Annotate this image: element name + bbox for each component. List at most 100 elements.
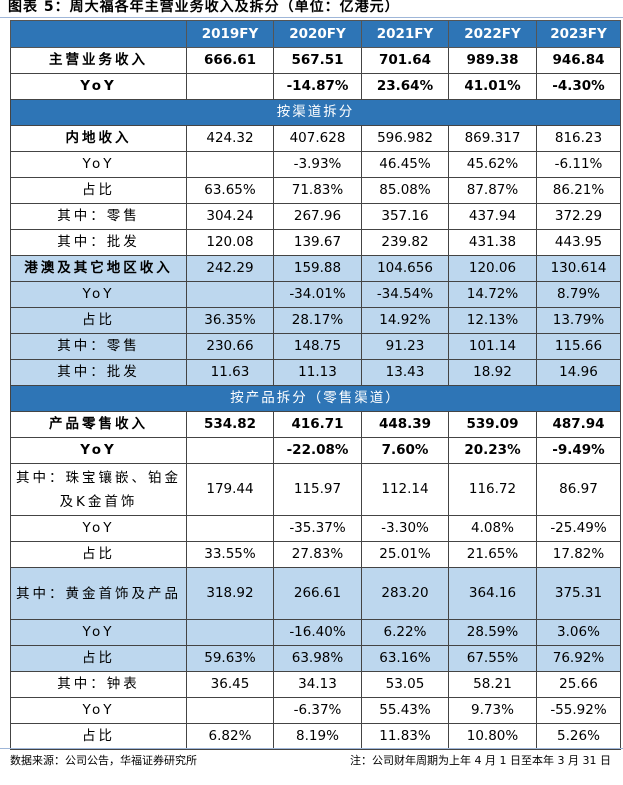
value-cell-2023fy: 17.82% [536,541,621,568]
table-row: YoY -14.87% 23.64% 41.01% -4.30% [10,73,621,100]
value-cell-2020fy: 8.19% [273,723,362,750]
value-cell-2022fy: 12.13% [448,307,537,334]
header-cell-2020fy: 2020FY [273,20,362,48]
value-cell-2019fy [186,437,274,464]
value-cell-2023fy: -6.11% [536,151,621,178]
value-cell-2022fy: 437.94 [448,203,537,230]
data-source: 数据来源：公司公告，华福证券研究所 [10,754,197,767]
value-cell-2021fy: 239.82 [361,229,449,256]
bottom-divider [0,748,623,749]
table-row: 其中：零售 304.24 267.96 357.16 437.94 372.29 [10,203,621,230]
value-cell-2019fy: 179.44 [186,463,274,516]
value-cell-2021fy: 6.22% [361,619,449,646]
table-row: 其中：钟表 36.45 34.13 53.05 58.21 25.66 [10,671,621,698]
value-cell-2019fy: 666.61 [186,47,274,74]
row-label: 其中：黄金首饰及产品 [10,567,187,620]
row-label: 占比 [10,177,187,204]
value-cell-2023fy: 115.66 [536,333,621,360]
value-cell-2021fy: -34.54% [361,281,449,308]
value-cell-2020fy: -14.87% [273,73,362,100]
value-cell-2019fy [186,281,274,308]
value-cell-2020fy: 27.83% [273,541,362,568]
value-cell-2020fy: 267.96 [273,203,362,230]
table-row: YoY -3.93% 46.45% 45.62% -6.11% [10,151,621,178]
value-cell-2019fy: 36.35% [186,307,274,334]
value-cell-2021fy: 14.92% [361,307,449,334]
value-cell-2022fy: 18.92 [448,359,537,386]
revenue-breakdown-table: 2019FY 2020FY 2021FY 2022FY 2023FY 主营业务收… [10,20,621,750]
value-cell-2020fy: -16.40% [273,619,362,646]
value-cell-2021fy: 63.16% [361,645,449,672]
value-cell-2021fy: 104.656 [361,255,449,282]
value-cell-2021fy: 25.01% [361,541,449,568]
value-cell-2021fy: 91.23 [361,333,449,360]
value-cell-2020fy: 567.51 [273,47,362,74]
value-cell-2023fy: -25.49% [536,515,621,542]
value-cell-2019fy: 304.24 [186,203,274,230]
row-label: YoY [10,437,187,464]
value-cell-2021fy: 46.45% [361,151,449,178]
table-row: 其中：批发 11.63 11.13 13.43 18.92 14.96 [10,359,621,386]
value-cell-2022fy: 41.01% [448,73,537,100]
value-cell-2020fy: 148.75 [273,333,362,360]
table-row: 其中：珠宝镶嵌、铂金及K金首饰 179.44 115.97 112.14 116.72 8… [10,463,621,516]
value-cell-2023fy: 816.23 [536,125,621,152]
value-cell-2019fy [186,515,274,542]
value-cell-2019fy: 424.32 [186,125,274,152]
value-cell-2020fy: 407.628 [273,125,362,152]
value-cell-2021fy: 283.20 [361,567,449,620]
header-cell-2021fy: 2021FY [361,20,449,48]
table-row: 其中：批发 120.08 139.67 239.82 431.38 443.95 [10,229,621,256]
value-cell-2019fy: 318.92 [186,567,274,620]
value-cell-2023fy: 76.92% [536,645,621,672]
value-cell-2022fy: 539.09 [448,411,537,438]
table-row: 港澳及其它地区收入 242.29 159.88 104.656 120.06 130.61… [10,255,621,282]
table-row: 占比 63.65% 71.83% 85.08% 87.87% 86.21% [10,177,621,204]
value-cell-2020fy: 266.61 [273,567,362,620]
value-cell-2022fy: 20.23% [448,437,537,464]
value-cell-2022fy: 67.55% [448,645,537,672]
value-cell-2020fy: 11.13 [273,359,362,386]
header-cell-empty [10,20,187,48]
value-cell-2023fy: 487.94 [536,411,621,438]
value-cell-2019fy: 534.82 [186,411,274,438]
top-divider [0,17,623,18]
value-cell-2022fy: 431.38 [448,229,537,256]
row-label: 其中：批发 [10,229,187,256]
value-cell-2023fy: 14.96 [536,359,621,386]
value-cell-2021fy: 23.64% [361,73,449,100]
value-cell-2022fy: 28.59% [448,619,537,646]
value-cell-2023fy: 86.21% [536,177,621,204]
value-cell-2021fy: 85.08% [361,177,449,204]
value-cell-2023fy: 375.31 [536,567,621,620]
value-cell-2020fy: 139.67 [273,229,362,256]
row-label: 占比 [10,307,187,334]
header-cell-2019fy: 2019FY [186,20,274,48]
value-cell-2021fy: 448.39 [361,411,449,438]
value-cell-2020fy: 159.88 [273,255,362,282]
table-row: 占比 6.82% 8.19% 11.83% 10.80% 5.26% [10,723,621,750]
table-row: 占比 33.55% 27.83% 25.01% 21.65% 17.82% [10,541,621,568]
value-cell-2020fy: 71.83% [273,177,362,204]
value-cell-2021fy: 53.05 [361,671,449,698]
row-label: 其中：钟表 [10,671,187,698]
value-cell-2020fy: -35.37% [273,515,362,542]
table-row: YoY -34.01% -34.54% 14.72% 8.79% [10,281,621,308]
value-cell-2023fy: 372.29 [536,203,621,230]
value-cell-2019fy: 6.82% [186,723,274,750]
value-cell-2020fy: -34.01% [273,281,362,308]
value-cell-2023fy: 130.614 [536,255,621,282]
value-cell-2020fy: 416.71 [273,411,362,438]
table-row: 产品零售收入 534.82 416.71 448.39 539.09 487.94 [10,411,621,438]
value-cell-2019fy [186,619,274,646]
value-cell-2021fy: 112.14 [361,463,449,516]
value-cell-2021fy: 596.982 [361,125,449,152]
row-label: 其中：珠宝镶嵌、铂金及K金首饰 [10,463,187,516]
value-cell-2022fy: 45.62% [448,151,537,178]
table-row: 其中：零售 230.66 148.75 91.23 101.14 115.66 [10,333,621,360]
value-cell-2022fy: 58.21 [448,671,537,698]
value-cell-2022fy: 14.72% [448,281,537,308]
row-label: 其中：零售 [10,203,187,230]
value-cell-2023fy: 13.79% [536,307,621,334]
value-cell-2019fy: 36.45 [186,671,274,698]
